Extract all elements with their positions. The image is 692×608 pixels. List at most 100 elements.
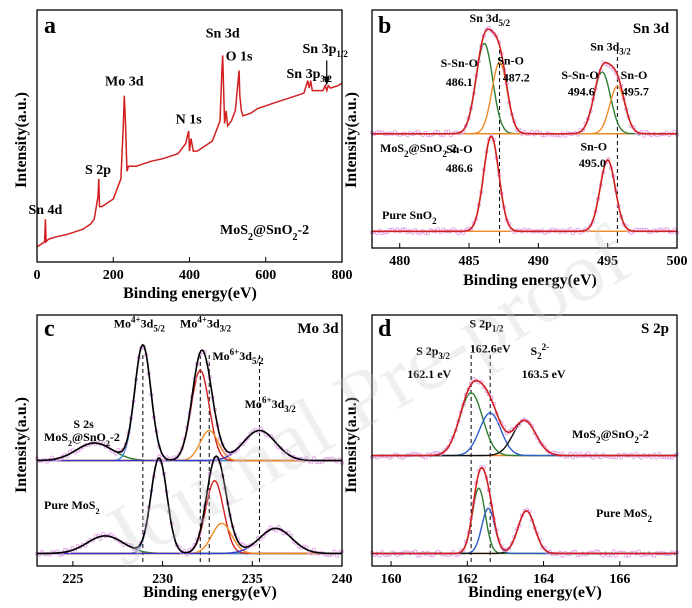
peak-annotation: Sn-O [621, 68, 648, 82]
panel-c-title: Mo 3d [297, 321, 339, 337]
panel-a-xlabel: Binding energy(eV) [123, 285, 257, 302]
peak-annotation: Mo4+3d3/2 [180, 315, 232, 334]
x-tick-label: 800 [332, 268, 353, 283]
raw-data-point [446, 444, 451, 449]
panel-b-label: b [378, 13, 391, 39]
x-tick-label: 230 [152, 572, 173, 587]
panel-d-xlabel: Binding energy(eV) [468, 584, 602, 601]
peak-annotation: Sn-O [580, 139, 607, 153]
panel-a-label: a [44, 13, 56, 39]
panel-c-label: c [44, 316, 55, 342]
raw-data-point [524, 419, 530, 424]
peak-annotation: Sn-O [446, 142, 473, 156]
raw-data-point [636, 549, 641, 554]
peak-annotation: 495.0 [579, 156, 606, 170]
panel-d-frame [371, 314, 678, 567]
fit-envelope [372, 379, 677, 457]
panel-d-title: S 2p [641, 321, 669, 337]
panel-d-ylabel: Intensity(a.u.) [343, 397, 360, 493]
survey-spectrum-line [36, 55, 343, 248]
x-tick-label: 200 [103, 268, 124, 283]
fit-envelope [372, 466, 677, 555]
x-tick-label: 166 [609, 572, 630, 587]
x-tick-label: 480 [389, 254, 410, 269]
peak-annotation: S22- [530, 342, 549, 361]
panel-c-xlabel: Binding energy(eV) [143, 584, 277, 601]
peak-annotation: 487.2 [503, 70, 530, 84]
panel-b-sn3d: Sn 3d5/2 S-Sn-O 486.1 Sn-O 487.2 Sn 3d3/2 S-Sn… [343, 9, 688, 289]
x-tick-label: 160 [381, 572, 402, 587]
raw-data-point [545, 448, 550, 453]
x-tick-label: 235 [242, 572, 263, 587]
raw-data-point [512, 426, 517, 431]
panel-b-sample-label-2: Pure SnO2 [382, 208, 437, 226]
raw-data-point [334, 553, 339, 558]
x-tick-label: 240 [332, 572, 353, 587]
x-tick-label: 164 [533, 572, 554, 587]
peak-annotation: Sn 3d5/2 [470, 11, 511, 28]
peak-annotation: S 2p [85, 163, 111, 178]
panel-c-mo3d: Mo4+3d5/2 Mo4+3d3/2 Mo6+3d5/2 Mo6+3d3/2 S 2s… [13, 314, 353, 601]
peak-annotation: O 1s [226, 49, 253, 64]
x-tick-label: 490 [528, 254, 549, 269]
peak-annotation: S-Sn-O [561, 68, 598, 82]
raw-data-point [613, 553, 619, 558]
raw-data-point [560, 553, 565, 558]
raw-data-point [639, 455, 644, 460]
raw-data-point [441, 450, 446, 455]
raw-data-point [436, 227, 441, 232]
peak-annotation: Sn 3d [206, 27, 240, 42]
x-tick-label: 0 [34, 268, 41, 283]
panel-b-ylabel: Intensity(a.u.) [343, 92, 360, 188]
peak-annotation: 495.7 [622, 85, 649, 99]
panel-c-sample-label-1: MoS2@SnO2-2 [44, 430, 120, 448]
peak-annotation: S 2p3/2 [416, 344, 450, 361]
panel-a-ylabel: Intensity(a.u.) [13, 92, 30, 188]
raw-data-point [174, 455, 179, 460]
raw-data-point [563, 133, 568, 138]
raw-data-point [377, 553, 382, 558]
peak-annotation: 486.1 [446, 75, 473, 89]
panel-d-sample-label-1: MoS2@SnO2-2 [572, 427, 649, 445]
panel-c-frame [36, 314, 343, 567]
panel-d-sample-label-2: Pure MoS2 [596, 506, 652, 524]
peak-annotation: 486.6 [446, 161, 473, 175]
raw-data-point [585, 451, 591, 456]
peak-annotation: Mo 3d [105, 75, 144, 90]
x-tick-label: 495 [597, 254, 618, 269]
panel-c-ylabel: Intensity(a.u.) [13, 397, 30, 493]
raw-data-point [284, 531, 289, 536]
peak-component [372, 487, 677, 555]
x-tick-label: 225 [62, 572, 83, 587]
raw-data-point [278, 445, 284, 451]
peak-annotation: S 2s [73, 417, 94, 431]
raw-data-point [611, 549, 616, 554]
raw-data-point [641, 133, 647, 138]
peak-annotation: Sn-O [497, 54, 524, 68]
x-tick-label: 485 [459, 254, 480, 269]
peak-annotation: 494.6 [568, 85, 595, 99]
peak-annotation: 163.5 eV [522, 367, 566, 381]
x-tick-label: 600 [255, 268, 276, 283]
peak-annotation: S 2p1/2 [469, 317, 503, 334]
peak-annotation: Mo6+3d5/2 [212, 347, 264, 366]
raw-data-point [489, 28, 494, 33]
fit-envelope [36, 343, 342, 462]
watermark: Journal Pre-proof [87, 208, 645, 584]
raw-data-point [619, 455, 624, 460]
panel-d-label: d [378, 316, 392, 342]
peak-annotation: N 1s [176, 112, 203, 127]
x-tick-label: 400 [179, 268, 200, 283]
x-tick-label: 162 [457, 572, 478, 587]
panel-b-sample-label-1: MoS2@SnO2-2 [380, 141, 457, 159]
fit-envelope [372, 28, 677, 135]
panel-b-xlabel: Binding energy(eV) [463, 272, 597, 289]
x-tick-label: 500 [667, 254, 688, 269]
panel-b-frame [371, 9, 678, 249]
peak-annotation: Sn 3d3/2 [590, 40, 631, 57]
fit-envelope [37, 455, 342, 555]
peak-annotation: 162.1 eV [407, 367, 451, 381]
raw-data-point [591, 455, 596, 460]
